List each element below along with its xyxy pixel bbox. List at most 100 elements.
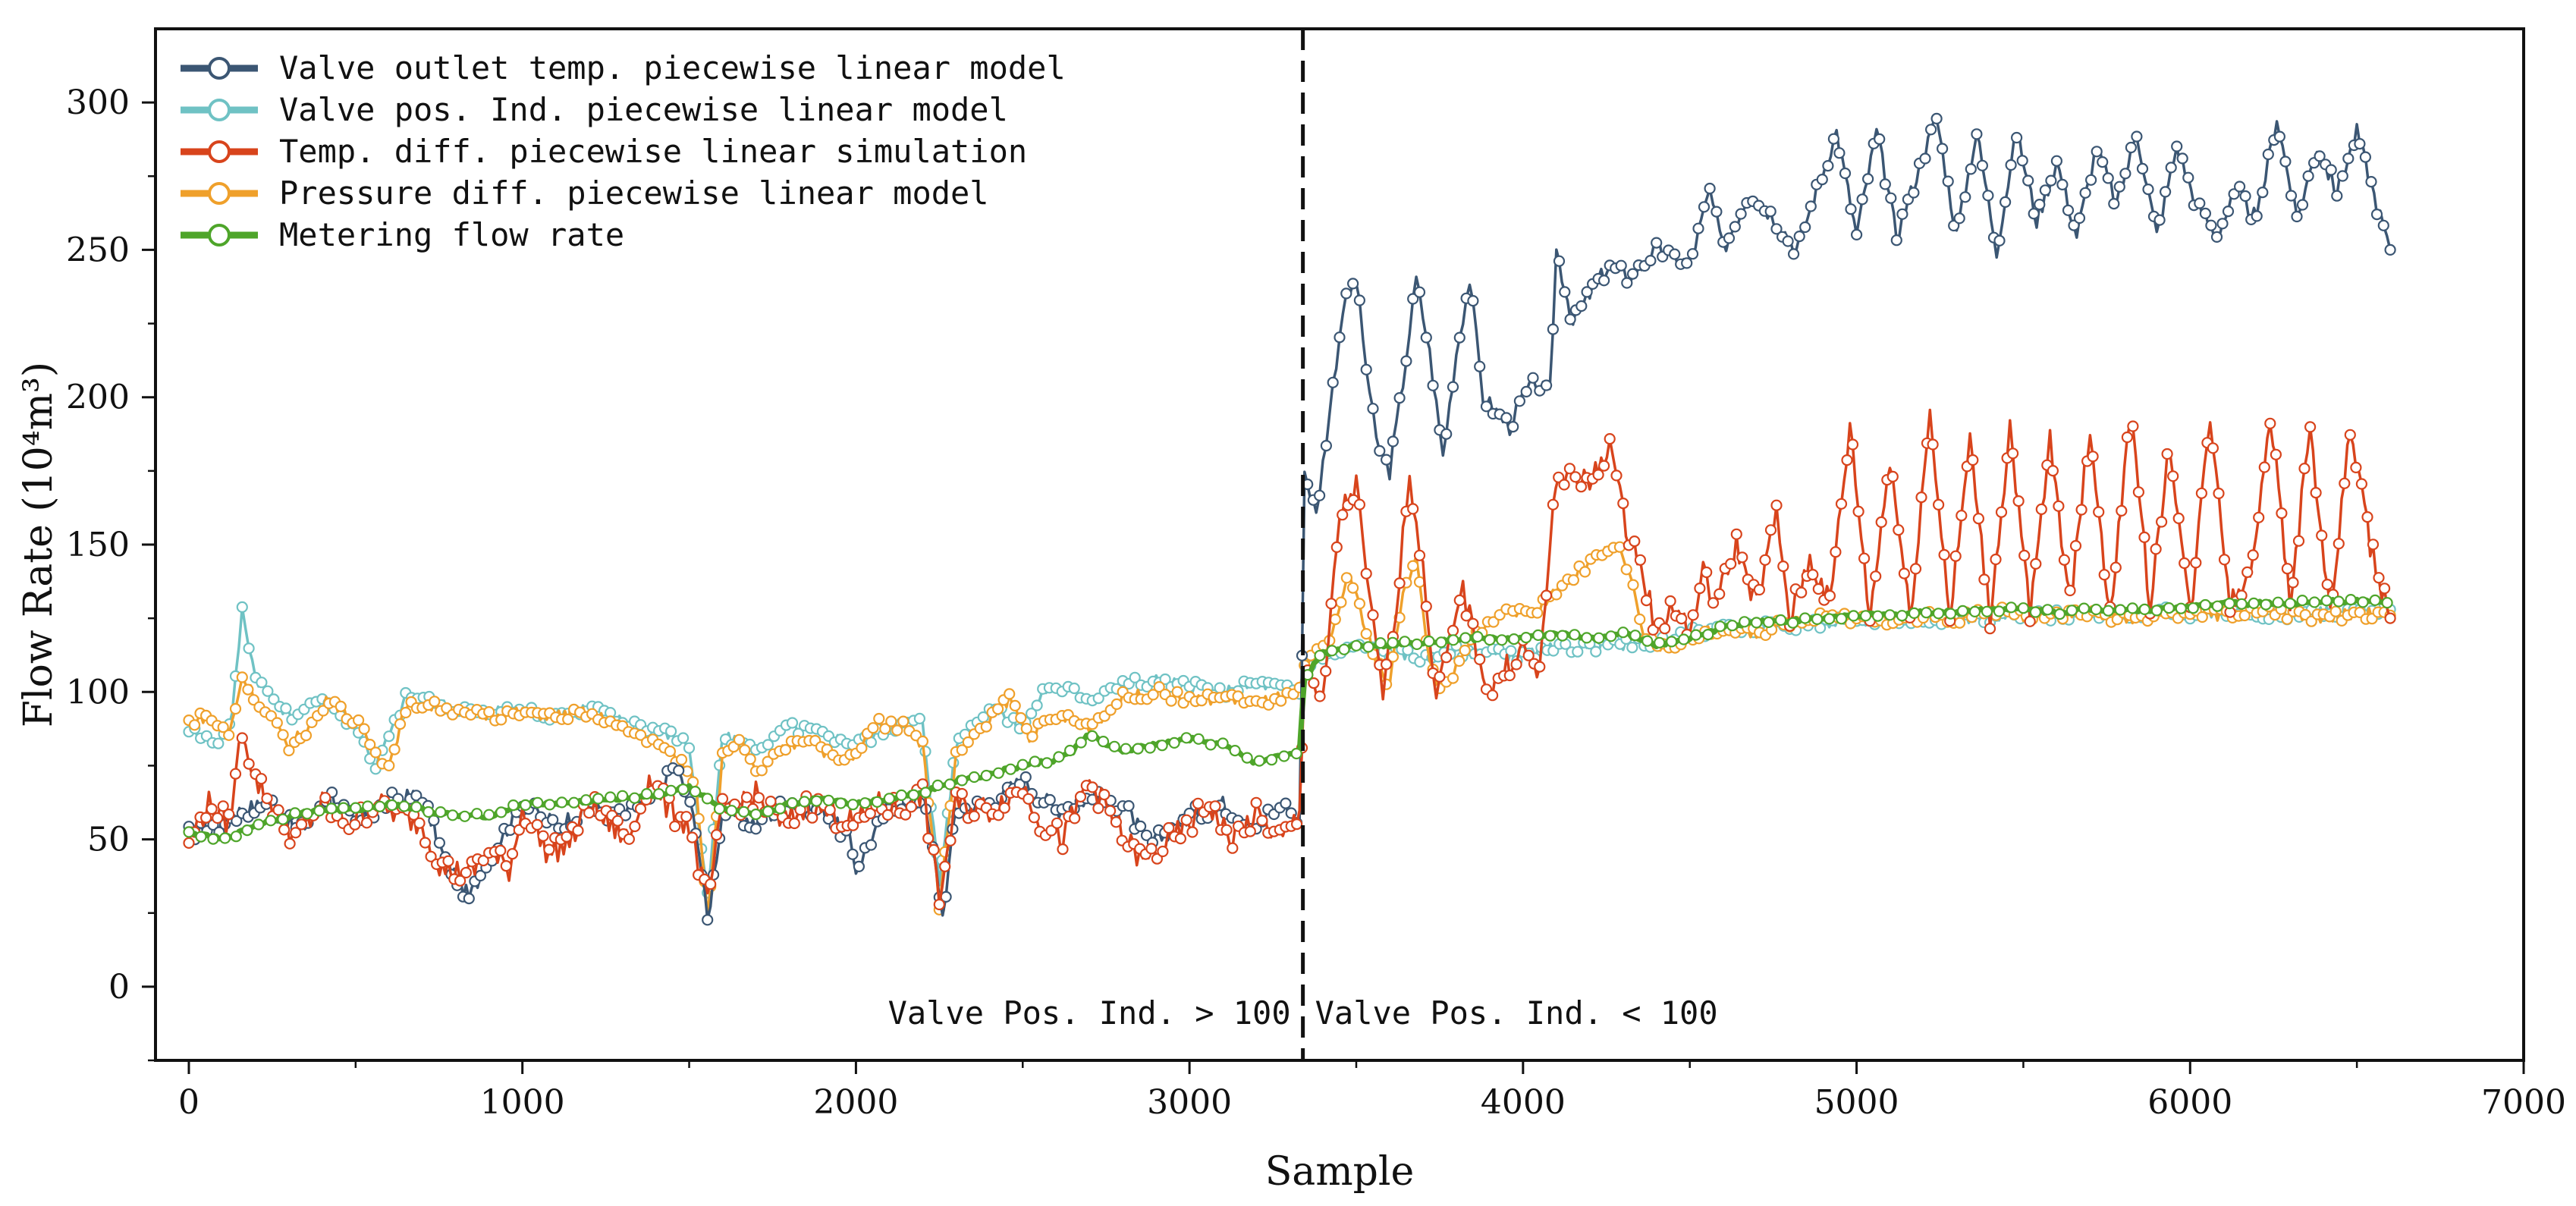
legend-label: Pressure diff. piecewise linear model [279,174,989,212]
series-point-4 [447,809,459,821]
series-point-4 [1229,744,1241,757]
series-point-4 [1824,613,1836,625]
series-point-4 [301,808,313,820]
series-point-0 [1507,420,1519,433]
series-point-2 [1707,597,1720,609]
series-point-2 [2007,448,2019,460]
series-point-1 [919,746,931,758]
series-point-2 [1764,524,1777,536]
series-4 [183,593,2393,845]
series-point-3 [1147,689,1159,701]
series-point-3 [364,738,376,751]
series-point-3 [867,722,879,734]
series-point-3 [756,765,768,777]
series-point-2 [2207,442,2219,454]
series-point-2 [1629,535,1641,548]
series-point-4 [713,802,726,815]
series-point-2 [506,848,519,860]
series-point-4 [1217,737,1229,749]
series-point-0 [2171,140,2183,152]
series-point-0 [1123,799,1135,812]
series-point-0 [2022,174,2034,187]
series-point-0 [1729,221,1741,233]
series-point-3 [762,755,774,768]
series-point-4 [931,779,944,792]
series-point-4 [1714,620,1726,633]
series-point-0 [1982,190,1994,202]
legend-marker [208,99,231,121]
series-point-4 [1799,612,1811,624]
series-point-0 [1134,820,1147,833]
series-point-0 [1896,208,1908,220]
legend-entry-1: Valve pos. Ind. piecewise linear model [181,91,1008,128]
series-point-3 [1531,607,1544,619]
series-point-0 [1626,268,1639,280]
series-point-4 [265,815,277,827]
series-point-4 [1629,630,1641,642]
series-point-0 [1564,313,1576,325]
series-point-1 [762,739,774,751]
series-point-4 [2308,596,2320,608]
series-point-0 [2342,152,2355,165]
series-point-2 [477,854,489,867]
series-point-3 [1567,574,1579,586]
series-point-2 [319,792,331,804]
series-point-0 [1140,829,1153,841]
series-point-0 [2062,204,2075,216]
series-point-2 [1995,506,2008,518]
series-point-2 [442,855,454,867]
series-point-3 [1447,672,1459,684]
series-point-4 [1459,632,1472,644]
series-point-4 [2017,602,2029,614]
series-point-3 [956,744,968,756]
y-tick-label: 200 [66,378,130,417]
series-point-4 [567,796,580,809]
series-point-4 [822,794,835,806]
series-point-2 [2150,543,2162,555]
series-point-2 [531,818,543,831]
series-point-2 [2379,583,2391,595]
series-point-4 [398,800,410,812]
series-point-2 [629,820,641,833]
series-point-3 [1407,560,1419,572]
series-point-0 [2291,210,2303,223]
series-point-1 [786,717,799,729]
series-point-4 [1836,613,1848,625]
series-point-4 [1883,609,1896,621]
series-point-0 [853,860,865,873]
series-point-0 [1540,379,1553,391]
legend-label: Valve pos. Ind. piecewise linear model [279,91,1008,128]
series-point-3 [236,671,248,683]
series-point-4 [737,806,750,818]
legend-layer: Valve outlet temp. piecewise linear mode… [181,49,1066,253]
series-point-2 [1337,509,1349,521]
series-point-0 [2222,206,2235,218]
series-point-2 [2258,461,2270,473]
series-point-0 [1520,385,1532,398]
series-point-2 [1824,589,1836,602]
series-point-0 [1827,133,1839,145]
series-point-0 [2194,197,2206,209]
series-point-4 [604,791,617,803]
series-point-3 [1953,617,1966,629]
series-point-4 [1763,616,1775,629]
series-point-4 [1029,755,1041,768]
series-point-2 [217,800,229,812]
series-point-2 [1045,824,1057,837]
series-point-2 [206,802,218,815]
series-point-4 [2357,596,2369,608]
series-point-4 [1086,730,1098,743]
series-point-2 [686,831,699,843]
series-point-4 [1544,630,1557,642]
series-point-1 [256,677,268,689]
series-point-4 [616,790,629,802]
series-point-4 [2211,600,2223,612]
series-point-4 [1362,641,1374,653]
series-point-3 [916,735,929,748]
series-point-3 [483,705,495,718]
series-point-4 [241,824,253,837]
series-point-2 [922,832,935,844]
series-point-2 [680,811,693,823]
series-point-4 [640,787,653,800]
series-point-0 [2216,218,2229,230]
